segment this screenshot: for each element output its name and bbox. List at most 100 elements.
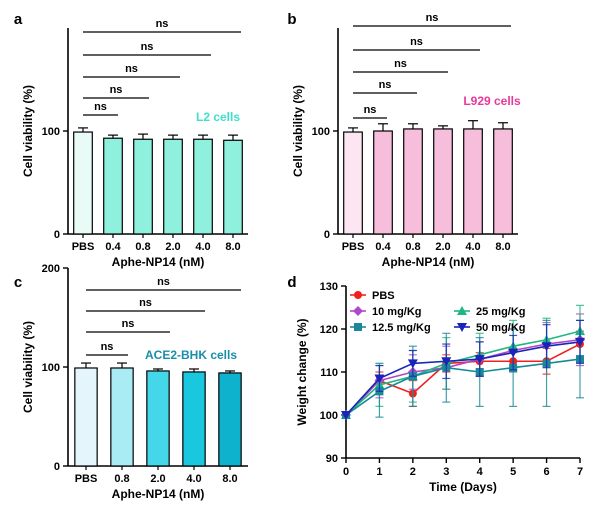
significance-label: ns	[394, 58, 407, 70]
cell-line-label: L2 cells	[196, 110, 240, 124]
x-tick-label: 4.0	[465, 241, 480, 253]
x-tick-label: 0.8	[135, 241, 150, 253]
x-tick-label: 7	[577, 466, 583, 478]
significance-label: ns	[364, 104, 377, 116]
x-tick-label: 8.0	[225, 241, 240, 253]
series-line	[345, 330, 581, 416]
y-axis-label: Cell viability (%)	[21, 321, 35, 413]
y-tick-label: 110	[320, 367, 338, 379]
legend-label: 12.5 mg/Kg	[372, 322, 431, 334]
y-tick-label: 0	[54, 229, 60, 241]
series-line	[345, 358, 581, 416]
data-point	[541, 342, 552, 352]
cell-line-label: ACE2-BHK cells	[145, 348, 237, 362]
bar	[433, 128, 453, 235]
y-tick-label: 0	[54, 461, 60, 473]
legend-item: 25 mg/Kg	[454, 306, 526, 318]
x-tick-label: 5	[510, 466, 516, 478]
x-tick-label: 0	[343, 466, 349, 478]
significance-label: ns	[141, 41, 154, 53]
significance-label: ns	[139, 297, 152, 309]
x-tick-label: 4.0	[195, 241, 210, 253]
x-tick-label: 8.0	[495, 241, 510, 253]
x-tick-label: PBS	[75, 473, 98, 485]
legend-item: PBS	[350, 290, 395, 302]
panel-label: a	[14, 11, 23, 28]
panel-label: d	[287, 274, 296, 291]
x-tick-label: 4.0	[186, 473, 201, 485]
bar	[223, 139, 243, 235]
y-axis-label: Weight change (%)	[295, 318, 309, 425]
series-4	[341, 319, 585, 420]
legend-marker	[353, 306, 363, 316]
bar	[73, 131, 93, 235]
x-tick-label: 2.0	[150, 473, 165, 485]
panel-d: d 90 100 110 120 130 0 1 2 3 4 5 6 7 Time (Days) Weight…	[287, 274, 585, 494]
bar	[103, 137, 123, 235]
bar	[133, 138, 153, 235]
bar	[403, 128, 423, 235]
data-point	[474, 355, 485, 365]
x-tick-label: 0.4	[105, 241, 121, 253]
x-tick-label: PBS	[72, 241, 95, 253]
y-tick-label: 120	[320, 324, 338, 336]
legend-marker	[354, 323, 362, 331]
series-line	[345, 338, 581, 416]
x-tick-label: 1	[376, 466, 382, 478]
y-tick-label: 100	[42, 126, 60, 138]
y-axis-label: Cell viability (%)	[291, 85, 305, 177]
significance-label: ns	[156, 18, 169, 30]
legend-label: 10 mg/Kg	[372, 306, 422, 318]
y-tick-label: 100	[42, 362, 60, 374]
legend-item: 50 mg/Kg	[454, 322, 526, 334]
x-tick-label: 2.0	[435, 241, 450, 253]
data-point	[341, 411, 351, 420]
bar	[110, 367, 134, 467]
significance-label: ns	[110, 84, 123, 96]
x-tick-label: 0.4	[375, 241, 391, 253]
bar	[146, 370, 170, 467]
y-tick-label: 100	[312, 126, 330, 138]
bar	[163, 138, 183, 235]
significance-label: ns	[122, 318, 135, 330]
significance-label: ns	[101, 341, 114, 353]
bar	[182, 371, 206, 467]
x-tick-label: 8.0	[222, 473, 237, 485]
bar	[218, 372, 242, 467]
panel-a: a 0 100 PBS 0.4 0.8 2.0 4.0 8.0 Aphe-NP14 (nM) Cel…	[14, 11, 248, 269]
data-point	[374, 374, 385, 384]
significance-label: ns	[157, 276, 170, 288]
legend-item: 10 mg/Kg	[350, 306, 422, 318]
x-axis-label: Aphe-NP14 (nM)	[382, 255, 475, 269]
legend-marker	[457, 306, 467, 315]
significance-label: ns	[426, 12, 439, 24]
x-axis-label: Aphe-NP14 (nM)	[112, 487, 205, 501]
bar	[74, 367, 98, 467]
cell-line-label: L929 cells	[463, 94, 521, 108]
significance-label: ns	[125, 63, 138, 75]
data-point	[508, 348, 519, 358]
panel-b: b 0 100 PBS 0.4 0.8 2.0 4.0 8.0 Aphe-NP14 (nM) Cel…	[287, 11, 521, 269]
y-tick-label: 0	[324, 229, 330, 241]
y-axis-label: Cell viability (%)	[21, 85, 35, 177]
legend-label: 50 mg/Kg	[476, 322, 526, 334]
x-tick-label: 4	[477, 466, 484, 478]
x-axis-label: Time (Days)	[429, 480, 497, 494]
y-tick-label: 130	[320, 281, 338, 293]
x-tick-label: PBS	[342, 241, 365, 253]
significance-label: ns	[410, 36, 423, 48]
bar	[193, 138, 213, 235]
legend-label: PBS	[372, 290, 395, 302]
bar	[373, 130, 393, 235]
significance-label: ns	[379, 79, 392, 91]
legend-label: 25 mg/Kg	[476, 306, 526, 318]
bar	[343, 131, 363, 235]
bar	[463, 128, 483, 235]
data-point	[407, 359, 418, 369]
x-tick-label: 0.8	[405, 241, 420, 253]
x-tick-label: 3	[443, 466, 449, 478]
data-point	[575, 337, 585, 347]
panel-label: b	[287, 11, 296, 28]
panel-label: c	[14, 274, 22, 291]
